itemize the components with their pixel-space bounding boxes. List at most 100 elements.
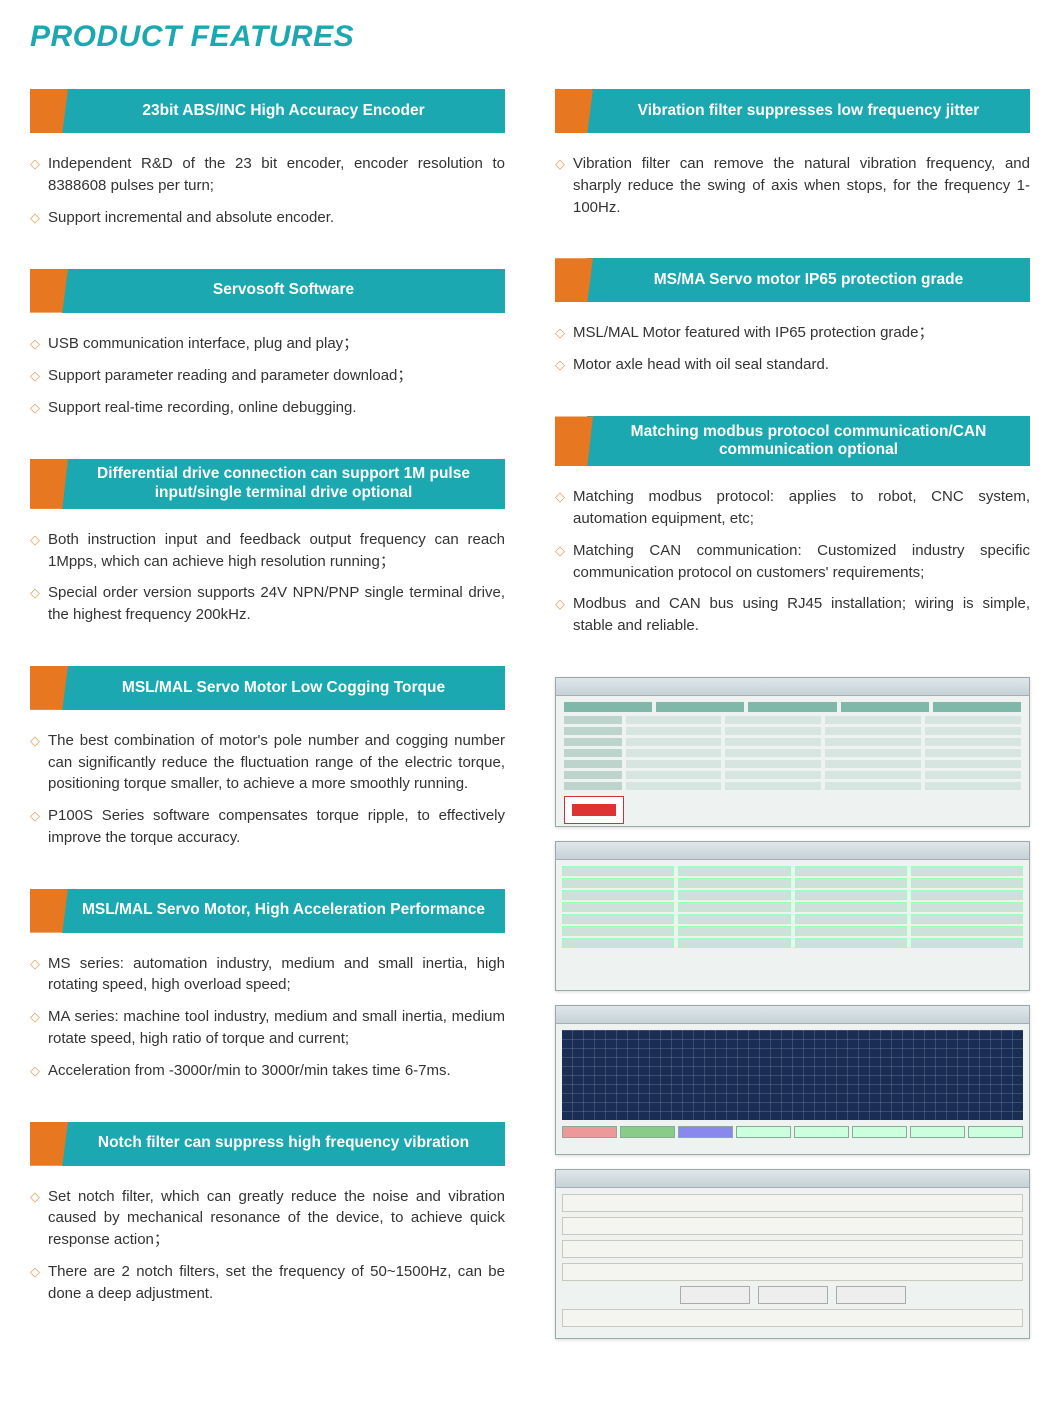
window-titlebar: [556, 1006, 1029, 1024]
bullet-text: Special order version supports 24V NPN/P…: [48, 582, 505, 626]
bullet-text: Vibration filter can remove the natural …: [573, 153, 1030, 218]
feature-bullet-list: ◇ Matching modbus protocol: applies to ro…: [555, 486, 1030, 637]
feature-bullet-list: ◇ The best combination of motor's pole nu…: [30, 730, 505, 849]
feature-bullet-list: ◇ USB communication interface, plug and p…: [30, 333, 505, 419]
window-body: [556, 696, 1029, 830]
alert-indicator: [564, 796, 624, 824]
left-column: 23bit ABS/INC High Accuracy Encoder ◇ Inde…: [30, 89, 505, 1344]
bullet-text: There are 2 notch filters, set the frequ…: [48, 1261, 505, 1305]
diamond-bullet-icon: ◇: [555, 540, 565, 562]
bullet-item: ◇ P100S Series software compensates torqu…: [30, 805, 505, 849]
feature-banner: Differential drive connection can suppor…: [30, 459, 505, 509]
operation-steps-window: [555, 1169, 1030, 1339]
bullet-text: Support real-time recording, online debu…: [48, 397, 505, 419]
feature-heading: Vibration filter suppresses low frequenc…: [587, 89, 1030, 133]
banner-orange-wedge: [30, 459, 68, 509]
bullet-item: ◇Special order version supports 24V NPN/…: [30, 582, 505, 626]
diamond-bullet-icon: ◇: [30, 805, 40, 827]
left-feature-0: 23bit ABS/INC High Accuracy Encoder ◇ Inde…: [30, 89, 505, 229]
left-feature-3: MSL/MAL Servo Motor Low Cogging Torque ◇ T…: [30, 666, 505, 849]
bullet-text: Set notch filter, which can greatly redu…: [48, 1186, 505, 1251]
banner-orange-wedge: [555, 258, 593, 302]
bullet-item: ◇ Support incremental and absolute encode…: [30, 207, 505, 229]
feature-banner: MS/MA Servo motor IP65 protection grade: [555, 258, 1030, 302]
bullet-item: ◇ USB communication interface, plug and p…: [30, 333, 505, 355]
bullet-text: P100S Series software compensates torque…: [48, 805, 505, 849]
diamond-bullet-icon: ◇: [555, 486, 565, 508]
oscilloscope-window: [555, 1005, 1030, 1155]
diamond-bullet-icon: ◇: [30, 1186, 40, 1208]
feature-heading: Differential drive connection can suppor…: [62, 459, 505, 509]
feature-bullet-list: ◇ Set notch filter, which can greatly red…: [30, 1186, 505, 1305]
feature-bullet-list: ◇MSL/MAL Motor featured with IP65 protec…: [555, 322, 1030, 376]
bullet-item: ◇Both instruction input and feedback out…: [30, 529, 505, 573]
window-titlebar: [556, 842, 1029, 860]
columns-container: 23bit ABS/INC High Accuracy Encoder ◇ Inde…: [30, 89, 1030, 1344]
feature-bullet-list: ◇Both instruction input and feedback out…: [30, 529, 505, 626]
bullet-item: ◇ Matching CAN communication: Customized …: [555, 540, 1030, 584]
feature-heading: Servosoft Software: [62, 269, 505, 313]
bullet-text: Matching CAN communication: Customized i…: [573, 540, 1030, 584]
feature-banner: MSL/MAL Servo Motor, High Acceleration P…: [30, 889, 505, 933]
bullet-text: Matching modbus protocol: applies to rob…: [573, 486, 1030, 530]
left-feature-1: Servosoft Software ◇ USB communication int…: [30, 269, 505, 419]
diamond-bullet-icon: ◇: [30, 1006, 40, 1028]
feature-banner: Matching modbus protocol communication/C…: [555, 416, 1030, 466]
bullet-text: Acceleration from -3000r/min to 3000r/mi…: [48, 1060, 505, 1082]
bullet-item: ◇ Set notch filter, which can greatly red…: [30, 1186, 505, 1251]
diamond-bullet-icon: ◇: [555, 153, 565, 175]
bullet-item: ◇ The best combination of motor's pole nu…: [30, 730, 505, 795]
bullet-text: Both instruction input and feedback outp…: [48, 529, 505, 573]
diamond-bullet-icon: ◇: [30, 1060, 40, 1082]
bullet-text: The best combination of motor's pole num…: [48, 730, 505, 795]
config-form-window: [555, 841, 1030, 991]
feature-bullet-list: ◇ MS series: automation industry, medium …: [30, 953, 505, 1082]
feature-bullet-list: ◇ Independent R&D of the 23 bit encoder, …: [30, 153, 505, 229]
page-title: PRODUCT FEATURES: [30, 20, 1030, 54]
left-feature-2: Differential drive connection can suppor…: [30, 459, 505, 626]
bullet-item: ◇ Acceleration from -3000r/min to 3000r/m…: [30, 1060, 505, 1082]
banner-orange-wedge: [30, 1122, 68, 1166]
diamond-bullet-icon: ◇: [555, 322, 565, 344]
feature-banner: Vibration filter suppresses low frequenc…: [555, 89, 1030, 133]
bullet-text: Support parameter reading and parameter …: [48, 365, 505, 387]
bullet-item: ◇ Support real-time recording, online deb…: [30, 397, 505, 419]
left-feature-4: MSL/MAL Servo Motor, High Acceleration P…: [30, 889, 505, 1082]
diamond-bullet-icon: ◇: [555, 593, 565, 615]
window-body: [556, 1188, 1029, 1333]
bullet-text: Support incremental and absolute encoder…: [48, 207, 505, 229]
feature-banner: MSL/MAL Servo Motor Low Cogging Torque: [30, 666, 505, 710]
diamond-bullet-icon: ◇: [30, 397, 40, 419]
banner-orange-wedge: [30, 666, 68, 710]
bullet-item: ◇ Vibration filter can remove the natural…: [555, 153, 1030, 218]
bullet-text: Independent R&D of the 23 bit encoder, e…: [48, 153, 505, 197]
banner-orange-wedge: [555, 89, 593, 133]
diamond-bullet-icon: ◇: [30, 333, 40, 355]
window-titlebar: [556, 1170, 1029, 1188]
diamond-bullet-icon: ◇: [30, 730, 40, 752]
window-body: [556, 1024, 1029, 1144]
right-feature-1: MS/MA Servo motor IP65 protection grade ◇…: [555, 258, 1030, 376]
window-body: [556, 860, 1029, 954]
left-feature-5: Notch filter can suppress high frequency…: [30, 1122, 505, 1305]
bullet-item: ◇ Independent R&D of the 23 bit encoder, …: [30, 153, 505, 197]
software-screenshot-stack: [555, 677, 1030, 1339]
feature-heading: MSL/MAL Servo Motor Low Cogging Torque: [62, 666, 505, 710]
diamond-bullet-icon: ◇: [30, 1261, 40, 1283]
feature-banner: Notch filter can suppress high frequency…: [30, 1122, 505, 1166]
bullet-text: USB communication interface, plug and pl…: [48, 333, 505, 355]
diamond-bullet-icon: ◇: [30, 953, 40, 975]
bullet-text: MS series: automation industry, medium a…: [48, 953, 505, 997]
bullet-item: ◇MA series: machine tool industry, mediu…: [30, 1006, 505, 1050]
bullet-item: ◇ MS series: automation industry, medium …: [30, 953, 505, 997]
feature-banner: Servosoft Software: [30, 269, 505, 313]
feature-heading: 23bit ABS/INC High Accuracy Encoder: [62, 89, 505, 133]
bullet-item: ◇ There are 2 notch filters, set the freq…: [30, 1261, 505, 1305]
banner-orange-wedge: [30, 269, 68, 313]
diamond-bullet-icon: ◇: [30, 153, 40, 175]
diamond-bullet-icon: ◇: [30, 207, 40, 229]
banner-orange-wedge: [555, 416, 593, 466]
feature-bullet-list: ◇ Vibration filter can remove the natural…: [555, 153, 1030, 218]
bullet-item: ◇Modbus and CAN bus using RJ45 installat…: [555, 593, 1030, 637]
bullet-item: ◇MSL/MAL Motor featured with IP65 protec…: [555, 322, 1030, 344]
